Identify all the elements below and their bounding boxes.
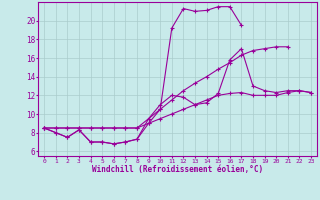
X-axis label: Windchill (Refroidissement éolien,°C): Windchill (Refroidissement éolien,°C) — [92, 165, 263, 174]
